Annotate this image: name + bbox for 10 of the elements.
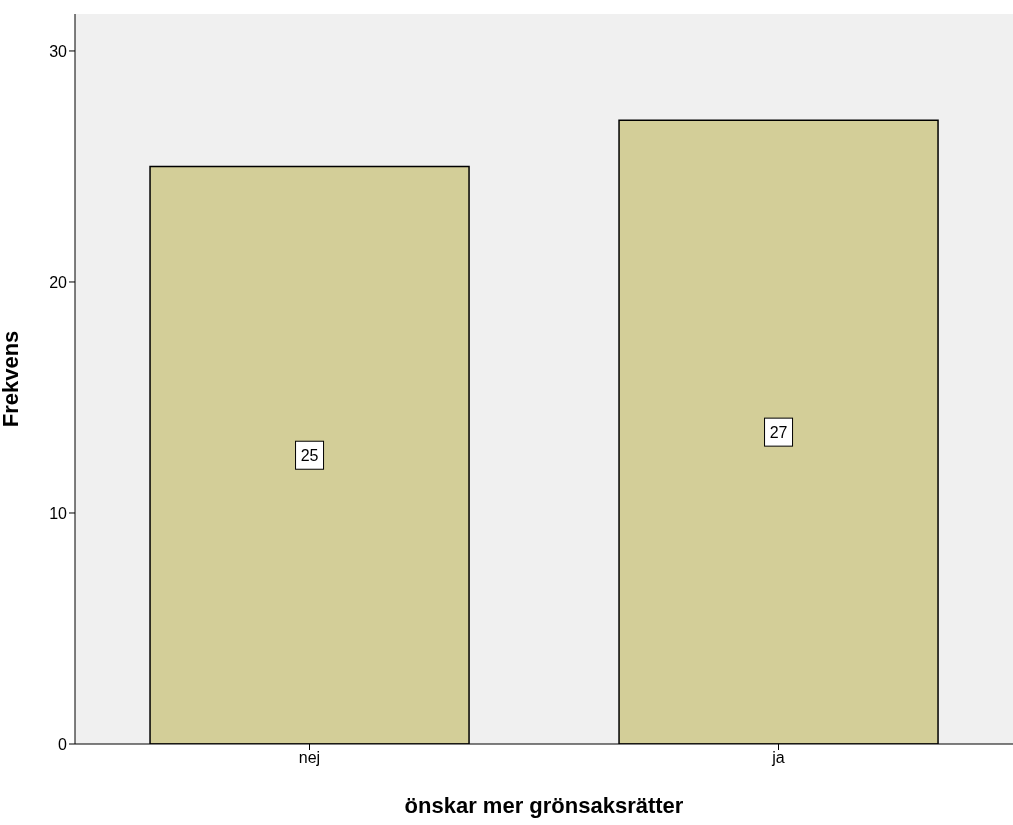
y-tick-label: 20 xyxy=(49,273,68,291)
data-label: 27 xyxy=(769,424,788,442)
y-tick-label: 30 xyxy=(49,42,68,60)
x-axis-title: önskar mer grönsaksrätter xyxy=(404,793,684,818)
y-axis-title: Frekvens xyxy=(0,330,23,428)
x-tick-label: ja xyxy=(771,749,785,767)
y-tick-label: 0 xyxy=(58,735,68,753)
x-tick-label: nej xyxy=(298,749,321,767)
y-tick-label: 10 xyxy=(49,504,68,522)
data-label: 25 xyxy=(300,447,319,465)
